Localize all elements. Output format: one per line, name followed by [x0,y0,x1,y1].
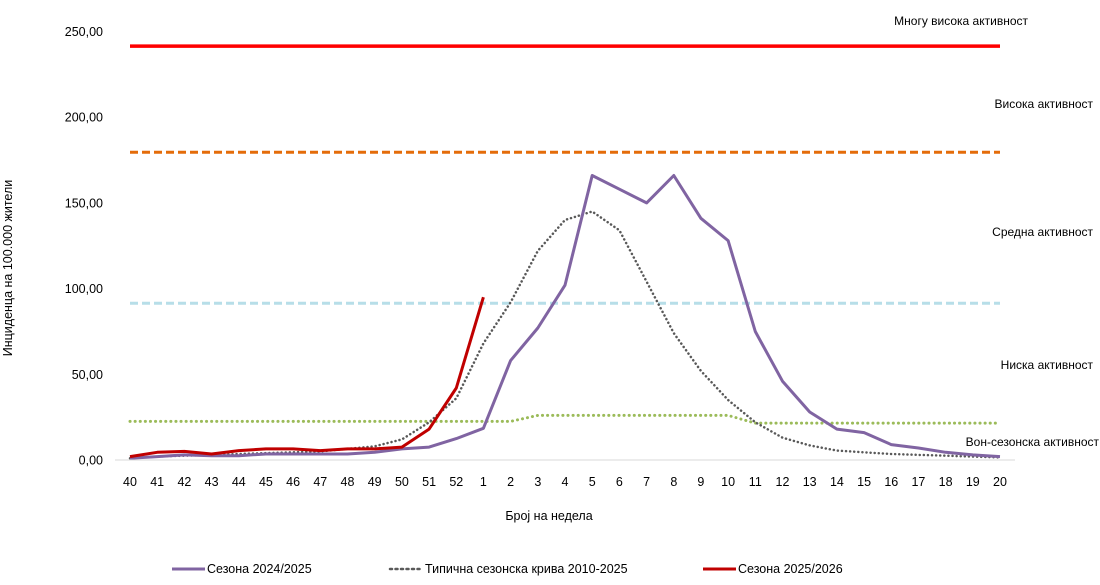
x-tick-label-week-48-8: 48 [341,475,355,489]
y-tick-label-50: 50,00 [72,368,103,382]
x-tick-label-week-4-16: 4 [562,475,569,489]
x-tick-label-week-3-15: 3 [534,475,541,489]
x-tick-label-week-6-18: 6 [616,475,623,489]
zone-label-off-season: Вон-сезонска активност [966,435,1100,449]
x-tick-label-week-13-25: 13 [803,475,817,489]
zone-label-medium: Средна активност [992,225,1093,239]
x-tick-label-week-44-4: 44 [232,475,246,489]
series-season-2025-2026-line [129,296,485,459]
x-axis-tick-labels: 40 41 42 43 44 45 46 47 48 49 50 51 52 1 2 3 4 5 6 7 8 9 10 11 1… [123,475,1007,489]
x-tick-label-week-45-5: 45 [259,475,273,489]
x-tick-label-week-7-19: 7 [643,475,650,489]
x-tick-label-week-49-9: 49 [368,475,382,489]
y-tick-label-150: 150,00 [65,196,103,210]
x-tick-label-week-2-14: 2 [507,475,514,489]
x-tick-label-week-10-22: 10 [721,475,735,489]
x-tick-label-week-18-30: 18 [939,475,953,489]
y-tick-label-200: 200,00 [65,111,103,125]
legend: Сезона 2024/2025 Типична сезонска крива … [172,562,843,576]
x-tick-label-week-40-0: 40 [123,475,137,489]
x-tick-label-week-19-31: 19 [966,475,980,489]
x-tick-label-week-51-11: 51 [422,475,436,489]
legend-label-season-2025-2026: Сезона 2025/2026 [738,562,843,576]
y-axis-tick-labels: 0,00 50,00 100,00 150,00 200,00 250,00 [65,25,103,468]
x-tick-label-week-15-27: 15 [857,475,871,489]
zone-label-low: Ниска активност [1001,358,1094,372]
y-tick-label-0: 0,00 [79,454,103,468]
x-axis-title: Број на недела [505,509,592,523]
x-tick-label-week-1-13: 1 [480,475,487,489]
data-series [128,174,1002,460]
legend-label-typical-curve: Типична сезонска крива 2010-2025 [425,562,628,576]
zone-label-very-high: Многу висока активност [894,14,1028,28]
x-tick-label-week-8-20: 8 [670,475,677,489]
x-tick-label-week-5-17: 5 [589,475,596,489]
series-season-2024-2025-line [129,174,1001,460]
x-tick-label-week-17-29: 17 [911,475,925,489]
y-tick-label-100: 100,00 [65,282,103,296]
x-tick-label-week-12-24: 12 [776,475,790,489]
x-tick-label-week-11-23: 11 [749,475,762,489]
legend-label-season-2024-2025: Сезона 2024/2025 [207,562,312,576]
x-tick-label-week-16-28: 16 [884,475,898,489]
zone-label-high: Висока активност [995,97,1094,111]
activity-threshold-lines [128,44,1002,425]
x-tick-label-week-47-7: 47 [313,475,327,489]
y-tick-label-250: 250,00 [65,25,103,39]
y-axis-title: Инциденца на 100.000 жители [1,180,15,357]
x-tick-label-week-20-32: 20 [993,475,1007,489]
x-tick-label-week-41-1: 41 [150,475,164,489]
x-tick-label-week-52-12: 52 [449,475,463,489]
x-tick-label-week-42-2: 42 [177,475,191,489]
x-tick-label-week-9-21: 9 [697,475,704,489]
x-tick-label-week-43-3: 43 [205,475,219,489]
x-tick-label-week-14-26: 14 [830,475,844,489]
series-typical-curve-2010-2025-line [128,210,1002,460]
x-tick-label-week-46-6: 46 [286,475,300,489]
threshold-off-season-line [128,413,1002,425]
x-tick-label-week-50-10: 50 [395,475,409,489]
